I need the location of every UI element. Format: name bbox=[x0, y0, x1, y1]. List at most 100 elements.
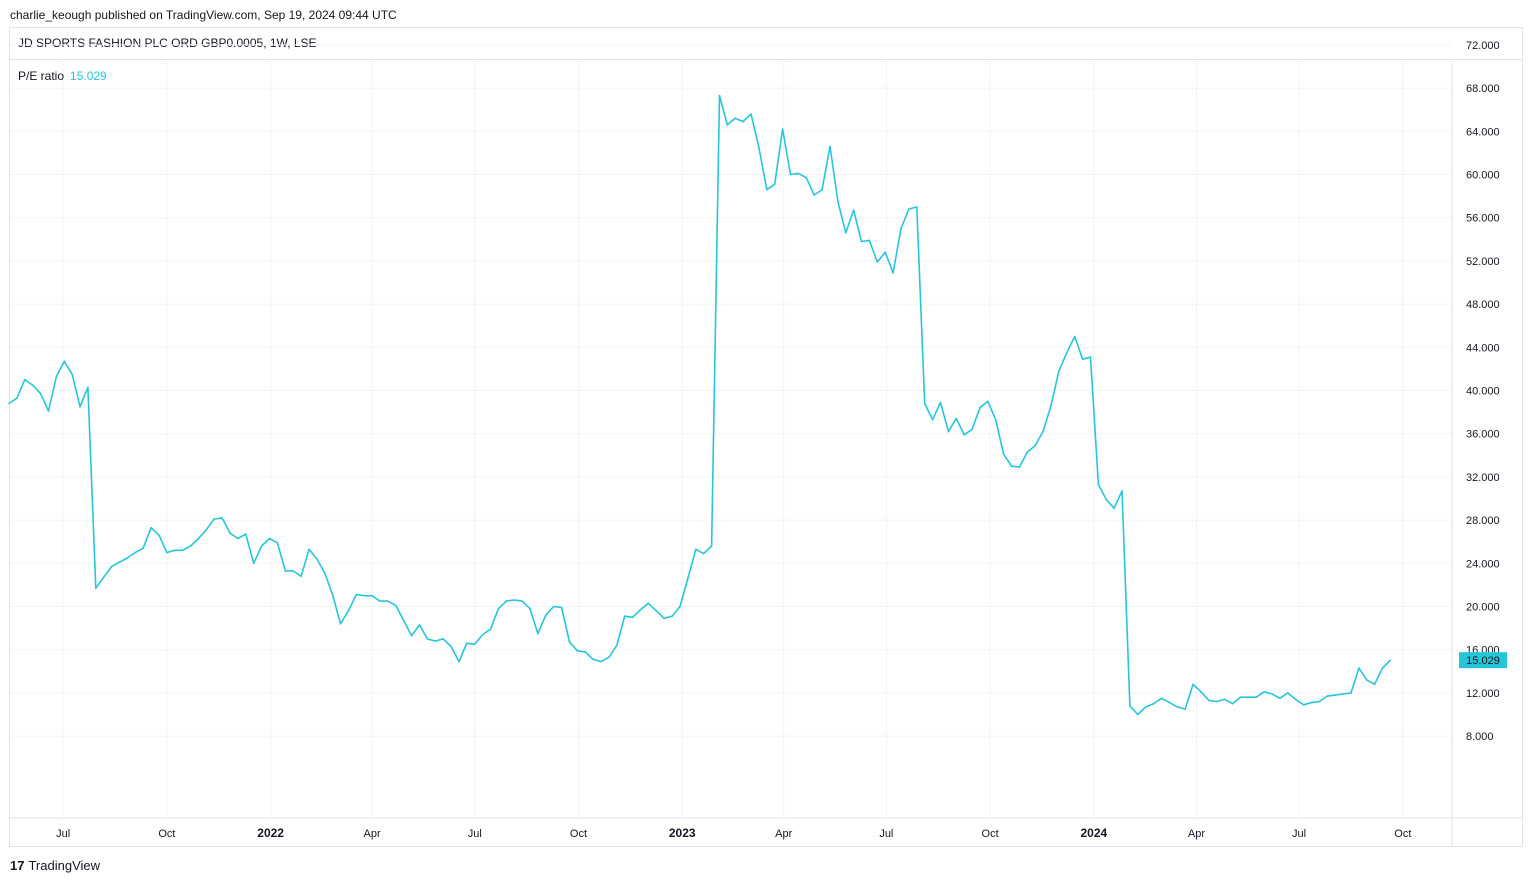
pe-ratio-point bbox=[781, 128, 784, 130]
last-value-badge-text: 15.029 bbox=[1466, 655, 1500, 667]
pe-ratio-point bbox=[908, 208, 910, 210]
x-tick-label: Oct bbox=[982, 828, 999, 840]
y-axis[interactable]: 8.00012.00016.00020.00024.00028.00032.00… bbox=[1466, 40, 1500, 743]
pe-ratio-point bbox=[860, 240, 863, 243]
x-tick-label: 2024 bbox=[1080, 826, 1107, 840]
pe-ratio-point bbox=[324, 572, 326, 574]
pe-ratio-point bbox=[1381, 667, 1384, 669]
x-tick-label: Oct bbox=[1394, 828, 1411, 840]
x-tick-label: Apr bbox=[775, 828, 792, 840]
pe-ratio-point bbox=[387, 600, 389, 602]
pe-ratio-point bbox=[916, 206, 918, 208]
pe-ratio-point bbox=[679, 605, 681, 608]
pe-ratio-point bbox=[805, 176, 808, 179]
pe-ratio-point bbox=[339, 623, 342, 625]
pe-ratio-point bbox=[623, 615, 626, 617]
pe-ratio-point bbox=[63, 360, 66, 363]
pe-ratio-point bbox=[892, 272, 894, 274]
pe-ratio-point bbox=[481, 633, 484, 636]
pe-ratio-point bbox=[8, 402, 10, 405]
series-layer bbox=[8, 94, 1392, 716]
pe-ratio-point bbox=[197, 537, 200, 540]
pe-ratio-point bbox=[237, 537, 239, 540]
pe-ratio-point bbox=[797, 172, 800, 175]
pe-ratio-point bbox=[1026, 451, 1029, 453]
pe-ratio-point bbox=[513, 599, 515, 601]
pe-ratio-point bbox=[213, 518, 215, 520]
pe-ratio-point bbox=[1066, 351, 1068, 354]
pe-ratio-point bbox=[1144, 706, 1147, 708]
tradingview-brand[interactable]: 17 TradingView bbox=[10, 858, 100, 873]
pe-ratio-point bbox=[150, 526, 152, 529]
pe-ratio-point bbox=[1350, 692, 1352, 694]
y-tick-label: 68.000 bbox=[1466, 83, 1500, 95]
last-value-badge: 15.029 bbox=[1459, 652, 1507, 669]
tradingview-logo-icon: 17 bbox=[10, 858, 25, 873]
pe-ratio-point bbox=[1310, 701, 1313, 704]
pe-ratio-line[interactable] bbox=[8, 94, 1391, 716]
legend-value: 15.029 bbox=[70, 69, 107, 83]
pe-ratio-point bbox=[134, 551, 137, 554]
y-tick-label: 8.000 bbox=[1466, 731, 1494, 743]
pe-ratio-point bbox=[1318, 700, 1321, 703]
pe-ratio-point bbox=[31, 384, 34, 386]
y-tick-label: 28.000 bbox=[1466, 515, 1500, 527]
pe-ratio-point bbox=[1279, 697, 1281, 700]
pe-ratio-point bbox=[24, 378, 26, 381]
x-tick-label: Oct bbox=[158, 828, 175, 840]
pe-ratio-point bbox=[1263, 691, 1265, 693]
pe-ratio-point bbox=[331, 593, 334, 596]
y-tick-label: 20.000 bbox=[1466, 602, 1500, 614]
pe-ratio-point bbox=[79, 405, 81, 408]
pe-ratio-point bbox=[560, 606, 563, 609]
grid-layer bbox=[10, 44, 1522, 846]
pe-ratio-point bbox=[1081, 358, 1084, 361]
pe-ratio-point bbox=[608, 656, 610, 659]
pe-ratio-point bbox=[118, 561, 121, 563]
y-tick-label: 64.000 bbox=[1466, 126, 1500, 138]
x-tick-label: Jul bbox=[879, 828, 893, 840]
y-tick-label: 12.000 bbox=[1466, 688, 1500, 700]
pe-ratio-point bbox=[845, 232, 847, 234]
pe-ratio-point bbox=[363, 594, 366, 597]
legend[interactable]: P/E ratio 15.029 bbox=[18, 69, 107, 83]
pe-ratio-point bbox=[395, 604, 397, 607]
pe-ratio-point bbox=[1058, 370, 1060, 372]
pe-ratio-point bbox=[702, 552, 705, 555]
y-tick-label: 24.000 bbox=[1466, 558, 1500, 570]
pe-ratio-point bbox=[489, 628, 492, 630]
pe-ratio-point bbox=[1097, 483, 1100, 486]
pe-ratio-point bbox=[221, 517, 223, 519]
pe-ratio-point bbox=[655, 610, 658, 612]
pe-ratio-point bbox=[600, 660, 602, 663]
pe-ratio-point bbox=[39, 392, 42, 395]
x-axis[interactable]: Jul Oct 2022 Apr Jul Oct 2023 Apr Jul Oct 2024 Apr J… bbox=[56, 826, 1411, 840]
pe-ratio-point bbox=[639, 608, 642, 611]
pe-ratio-point bbox=[284, 570, 287, 572]
pe-ratio-point bbox=[1034, 444, 1036, 447]
y-tick-label: 36.000 bbox=[1466, 429, 1500, 441]
pe-ratio-point bbox=[1302, 704, 1305, 706]
pe-ratio-point bbox=[1113, 507, 1115, 510]
pe-ratio-point bbox=[87, 386, 89, 389]
pe-ratio-point bbox=[1294, 698, 1297, 701]
pe-ratio-point bbox=[1373, 683, 1376, 686]
pe-ratio-point bbox=[426, 638, 429, 640]
pe-ratio-point bbox=[418, 624, 421, 626]
pe-ratio-point bbox=[971, 428, 973, 431]
pe-ratio-point bbox=[758, 146, 760, 149]
pe-ratio-point bbox=[616, 644, 618, 647]
pe-ratio-point bbox=[402, 619, 405, 622]
chart-frame bbox=[9, 27, 1523, 847]
pe-ratio-point bbox=[1366, 679, 1368, 681]
pe-ratio-point bbox=[742, 120, 744, 123]
pe-ratio-point bbox=[379, 600, 381, 602]
pe-ratio-point bbox=[568, 641, 571, 643]
pe-ratio-point bbox=[16, 397, 18, 399]
pe-ratio-point bbox=[1176, 706, 1179, 708]
pe-ratio-point bbox=[592, 658, 594, 661]
pe-ratio-point bbox=[1231, 702, 1234, 705]
pe-ratio-point bbox=[1105, 498, 1108, 501]
pe-ratio-point bbox=[884, 251, 886, 254]
